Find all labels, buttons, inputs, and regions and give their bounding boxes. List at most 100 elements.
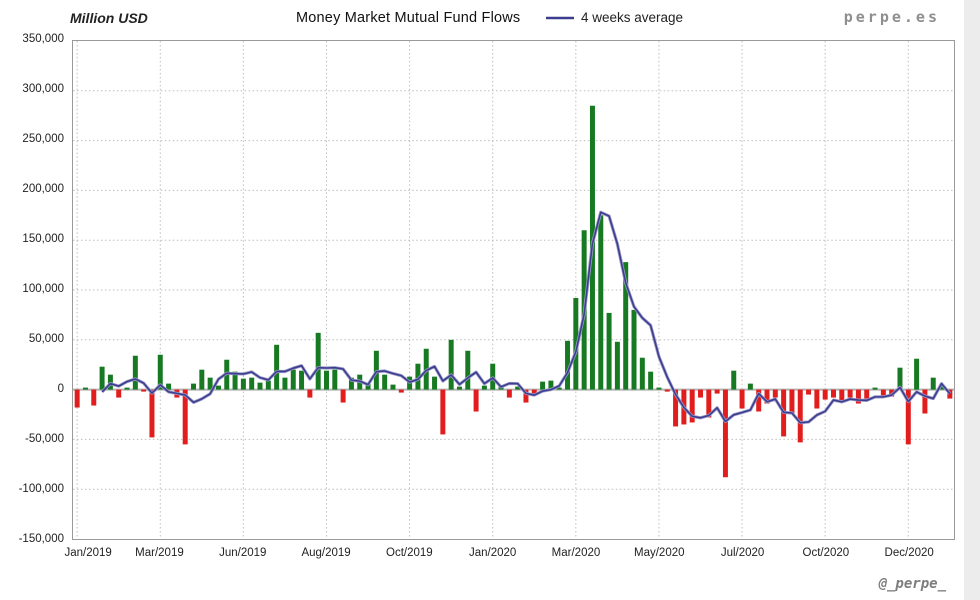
bar [99,366,105,390]
bar [731,370,737,390]
bar [573,297,579,390]
bar [598,215,604,390]
bar [390,384,396,390]
chart-canvas [73,41,954,539]
bar [82,387,88,390]
window-edge [964,0,980,600]
x-tick-label: Jul/2020 [720,547,765,559]
bar [855,389,861,404]
bar [847,389,853,398]
bar [415,363,421,390]
x-tick-label: Oct/2020 [802,547,850,559]
bar [631,309,637,390]
chart-title: Money Market Mutual Fund Flows [296,10,521,26]
bar [515,386,521,390]
bar [91,389,97,406]
bar [756,389,762,412]
bar [548,380,554,390]
bar [215,385,221,390]
avg-line [101,211,951,424]
bar [905,389,911,445]
bar [232,371,238,390]
bar [930,377,936,390]
bar [506,389,512,398]
bar [207,377,213,390]
plot-area [72,40,955,540]
y-tick-label: 100,000 [22,283,64,295]
bar [315,332,321,390]
site-watermark: perpe.es [843,8,940,26]
bar [290,369,296,390]
bar [689,389,695,423]
y-tick-label: 0 [57,383,64,395]
bar [789,389,795,415]
bar [698,389,703,398]
bar [706,389,712,418]
bar [673,389,679,427]
bar [814,389,820,409]
x-tick-label: Mar/2020 [551,547,601,559]
bar [639,357,645,390]
bar [440,389,446,435]
bar [74,389,80,408]
bar [739,389,745,409]
bar [747,383,753,390]
x-tick-label: Jan/2020 [469,547,517,559]
x-tick-label: Mar/2019 [135,547,184,559]
bar [141,389,147,392]
bar [764,389,770,404]
bar [914,358,920,390]
bar [556,387,562,390]
bar [149,389,155,438]
bar [257,382,263,390]
bar [623,262,629,390]
bar [531,389,537,394]
bar [191,383,197,390]
bar [157,354,163,390]
bar [166,383,172,390]
y-tick-label: -100,000 [18,483,64,495]
bar [398,389,404,393]
y-tick-label: 200,000 [22,183,64,195]
bar [922,389,928,414]
bar [830,389,836,398]
bar [249,377,255,390]
bar [465,350,471,390]
bar [265,380,271,390]
bar [822,389,828,400]
bar [199,369,205,390]
bar [182,389,188,445]
x-tick-label: May/2020 [634,547,685,559]
bar [872,387,878,390]
x-tick-label: Oct/2019 [386,547,433,559]
legend: 4 weeks average [545,10,683,25]
bar [614,341,620,390]
bar [897,367,903,390]
x-tick-label: Dec/2020 [884,547,934,559]
y-tick-label: -150,000 [18,533,64,545]
bar [565,340,571,390]
y-tick-label: 300,000 [22,83,64,95]
bar [307,389,313,398]
bar [664,389,670,392]
y-tick-label: 250,000 [22,133,64,145]
bar [240,378,246,390]
legend-label: 4 weeks average [581,10,684,25]
bar [656,387,662,390]
bar [432,376,438,390]
bar [797,389,803,443]
bar [523,389,529,403]
bar [540,381,546,390]
bar [939,384,945,390]
bar [772,389,778,398]
bar [481,385,487,390]
bar [448,339,454,390]
x-tick-label: Jun/2019 [219,547,267,559]
bar [274,344,280,390]
y-tick-label: -50,000 [24,433,64,445]
bar [124,387,130,390]
bar [947,389,953,399]
bar [132,355,138,390]
bar [806,389,812,395]
